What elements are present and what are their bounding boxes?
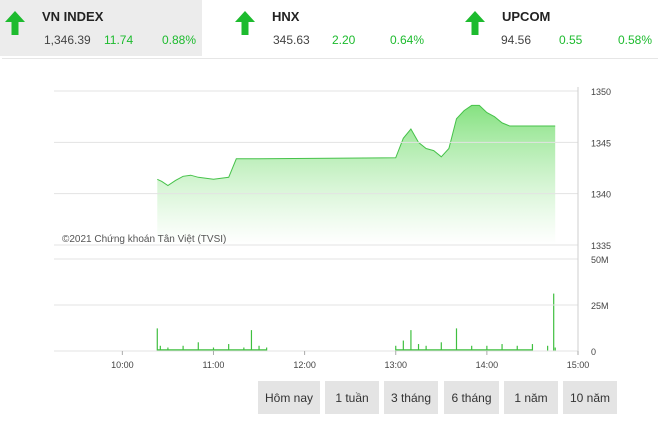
index-value: 345.63 (273, 33, 310, 47)
index-percent: 0.58% (618, 33, 653, 47)
arrow-up-icon (5, 11, 25, 35)
price-area (157, 105, 556, 246)
index-name: UPCOM (502, 9, 551, 24)
index-chart[interactable]: 1350 1345 1340 1335 50M 25M 0 10:00 11:00 12:00 13… (2, 59, 658, 436)
index-name: VN INDEX (42, 9, 104, 24)
range-1-year-button[interactable]: 1 năm (504, 381, 558, 414)
arrow-up-icon (465, 11, 485, 35)
index-value: 1,346.39 (44, 33, 91, 47)
x-tick-label: 10:00 (111, 360, 134, 370)
y-tick-label: 1350 (591, 87, 611, 97)
range-10-years-button[interactable]: 10 năm (563, 381, 617, 414)
tab-hnx[interactable]: HNX 345.63 2.20 0.64% (230, 0, 430, 56)
tab-upcom[interactable]: UPCOM 94.56 0.55 0.58% (460, 0, 660, 56)
range-6-months-button[interactable]: 6 tháng (444, 381, 499, 414)
x-tick-label: 11:00 (203, 360, 225, 370)
copyright-text: ©2021 Chứng khoán Tân Việt (TVSI) (62, 234, 227, 245)
x-tick-label: 12:00 (293, 360, 316, 370)
index-percent: 0.88% (162, 33, 197, 47)
volume-tick-label: 50M (591, 255, 609, 265)
price-chart (157, 104, 556, 246)
y-tick-label: 1345 (591, 138, 611, 148)
arrow-up-icon (235, 11, 255, 35)
index-name: HNX (272, 9, 300, 24)
chart-axes: 1350 1345 1340 1335 50M 25M 0 10:00 11:00 12:00 13… (54, 87, 611, 370)
volume-tick-label: 25M (591, 301, 609, 311)
range-3-months-button[interactable]: 3 tháng (384, 381, 438, 414)
index-change: 0.55 (559, 33, 583, 47)
price-line (157, 104, 556, 187)
y-tick-label: 1335 (591, 241, 611, 251)
x-tick-label: 14:00 (476, 360, 499, 370)
index-tabs: VN INDEX 1,346.39 11.74 0.88% HNX 345.63… (0, 0, 660, 56)
range-1-week-button[interactable]: 1 tuần (325, 381, 379, 414)
volume-chart (156, 293, 556, 351)
y-tick-label: 1340 (591, 190, 611, 200)
tab-vn-index[interactable]: VN INDEX 1,346.39 11.74 0.88% (0, 0, 202, 56)
index-change: 11.74 (104, 33, 134, 47)
index-percent: 0.64% (390, 33, 425, 47)
x-tick-label: 15:00 (567, 360, 590, 370)
index-value: 94.56 (501, 33, 532, 47)
chart-panel: 1350 1345 1340 1335 50M 25M 0 10:00 11:00 12:00 13… (2, 58, 658, 436)
x-tick-label: 13:00 (384, 360, 407, 370)
range-today-button[interactable]: Hôm nay (258, 381, 320, 414)
volume-tick-label: 0 (591, 347, 596, 357)
index-change: 2.20 (332, 33, 356, 47)
